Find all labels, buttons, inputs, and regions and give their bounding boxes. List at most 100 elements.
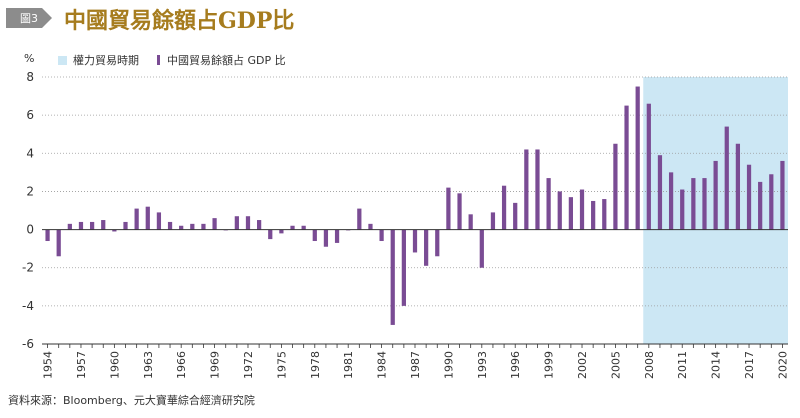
y-tick-label: 6 bbox=[26, 108, 34, 122]
bar bbox=[357, 208, 362, 230]
bar bbox=[668, 172, 674, 230]
x-tick-label: 1975 bbox=[275, 351, 288, 379]
x-tick-label: 1957 bbox=[75, 351, 88, 379]
tag-arrow-shape bbox=[6, 8, 52, 28]
bar bbox=[735, 143, 741, 230]
bar bbox=[390, 229, 395, 325]
legend-shade-swatch bbox=[58, 55, 67, 65]
bar bbox=[680, 189, 685, 230]
bar bbox=[257, 220, 262, 230]
x-tick-label: 2014 bbox=[710, 351, 723, 379]
bar bbox=[424, 229, 429, 266]
bar bbox=[591, 200, 596, 230]
x-tick-label: 1963 bbox=[142, 351, 155, 379]
bar bbox=[45, 229, 50, 242]
x-tick-label: 2008 bbox=[643, 351, 656, 379]
x-tick-label: 1966 bbox=[175, 351, 188, 379]
bar bbox=[234, 216, 239, 230]
bar bbox=[134, 208, 139, 230]
x-tick-label: 1999 bbox=[543, 351, 556, 379]
bar bbox=[123, 221, 128, 230]
legend-bar-swatch bbox=[157, 55, 160, 65]
bar bbox=[446, 187, 451, 230]
bar bbox=[412, 229, 418, 253]
source-note: 資料來源：Bloomberg、元大寶華綜合經濟研究院 bbox=[8, 394, 255, 407]
x-tick-label: 2005 bbox=[609, 351, 622, 379]
x-tick-label: 1996 bbox=[509, 351, 522, 379]
x-tick-label: 2017 bbox=[743, 351, 756, 379]
x-tick-label: 1990 bbox=[442, 351, 455, 379]
bar bbox=[290, 225, 295, 230]
bar bbox=[646, 103, 651, 230]
chart-title: 中國貿易餘額占GDP比 bbox=[64, 8, 295, 34]
bar bbox=[379, 229, 384, 242]
x-tick-label: 1984 bbox=[376, 351, 389, 379]
bar bbox=[145, 206, 150, 230]
legend-shade-label: 權力貿易時期 bbox=[73, 54, 139, 67]
bar bbox=[602, 199, 607, 230]
bar bbox=[635, 86, 640, 230]
bar bbox=[89, 221, 95, 230]
bar bbox=[490, 212, 496, 230]
bar bbox=[245, 216, 251, 230]
bar bbox=[368, 223, 373, 230]
bar bbox=[190, 223, 195, 230]
y-tick-label: -2 bbox=[22, 261, 34, 275]
legend-item-bar: 中國貿易餘額占 GDP 比 bbox=[157, 52, 286, 68]
bar bbox=[323, 229, 329, 247]
y-tick-label: -4 bbox=[22, 299, 34, 313]
y-tick-label: 4 bbox=[26, 146, 34, 160]
x-tick-label: 1960 bbox=[108, 351, 121, 379]
bar bbox=[67, 223, 72, 230]
bar bbox=[546, 178, 551, 230]
bar bbox=[101, 220, 106, 230]
bar bbox=[713, 160, 718, 230]
x-tick-label: 1987 bbox=[409, 351, 422, 379]
y-axis-unit-label: % bbox=[24, 52, 35, 65]
bar bbox=[746, 164, 752, 230]
bar bbox=[524, 149, 529, 230]
y-tick-label: 2 bbox=[26, 184, 34, 198]
figure-number: 圖3 bbox=[20, 12, 38, 25]
bar bbox=[56, 229, 61, 257]
bar bbox=[568, 197, 573, 230]
bar bbox=[758, 181, 763, 230]
bar bbox=[513, 202, 518, 230]
bar bbox=[468, 214, 473, 230]
x-tick-label: 1954 bbox=[42, 351, 55, 379]
bar bbox=[535, 149, 540, 230]
x-tick-label: 1993 bbox=[476, 351, 489, 379]
bar bbox=[613, 143, 618, 230]
bar bbox=[212, 218, 217, 230]
bar bbox=[579, 189, 585, 230]
bar bbox=[268, 229, 273, 240]
bar bbox=[780, 160, 785, 230]
bar bbox=[279, 229, 284, 234]
bar bbox=[78, 221, 84, 230]
bar bbox=[457, 193, 462, 230]
bar bbox=[401, 229, 406, 306]
x-tick-label: 1972 bbox=[242, 351, 255, 379]
y-tick-label: -6 bbox=[22, 337, 34, 351]
y-tick-label: 0 bbox=[26, 223, 34, 237]
y-tick-label: 8 bbox=[26, 70, 34, 84]
x-tick-label: 1969 bbox=[209, 351, 222, 379]
bar bbox=[479, 229, 484, 268]
x-tick-label: 1978 bbox=[309, 351, 322, 379]
bar bbox=[334, 229, 340, 243]
x-tick-label: 1981 bbox=[342, 351, 355, 379]
bar bbox=[557, 191, 562, 230]
bar bbox=[179, 225, 184, 230]
bar bbox=[691, 178, 696, 230]
bar bbox=[501, 185, 507, 230]
bar bbox=[156, 212, 162, 230]
bar bbox=[657, 155, 663, 230]
bar bbox=[201, 223, 206, 230]
bar bbox=[724, 126, 729, 230]
bar bbox=[624, 105, 629, 230]
bar bbox=[702, 178, 707, 230]
bar bbox=[301, 225, 306, 230]
bar bbox=[112, 229, 117, 232]
bar bbox=[312, 229, 317, 242]
